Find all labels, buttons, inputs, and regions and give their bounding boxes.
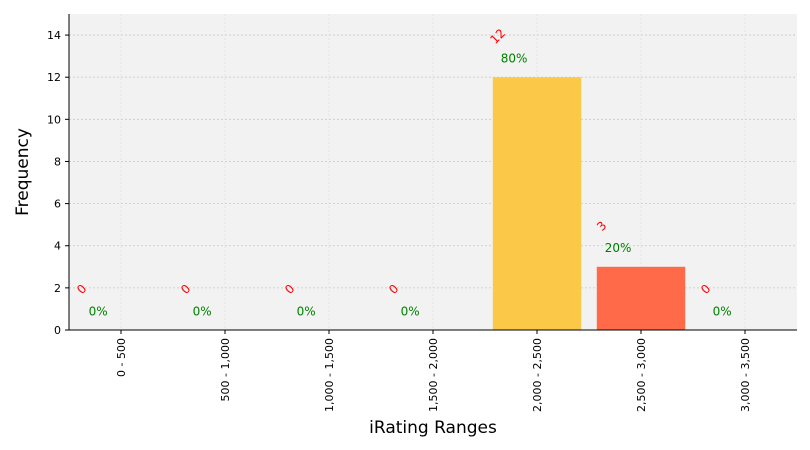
bar-6 — [596, 266, 686, 330]
percent-label-7: 0% — [713, 304, 732, 318]
percent-label-5: 80% — [501, 51, 528, 65]
percent-label-6: 20% — [605, 241, 632, 255]
y-tick-label: 6 — [54, 198, 61, 211]
x-tick-label: 3,000 - 3,500 — [739, 338, 752, 412]
percent-label-3: 0% — [297, 304, 316, 318]
y-axis-ticks: 0 2 4 6 8 10 12 14 — [47, 29, 69, 337]
y-tick-label: 14 — [47, 29, 61, 42]
x-axis-title: iRating Ranges — [369, 418, 497, 438]
y-tick-label: 0 — [54, 324, 61, 337]
percent-label-1: 0% — [89, 304, 108, 318]
y-tick-label: 4 — [54, 240, 61, 253]
x-axis-ticks: 0 - 500 500 - 1,000 1,000 - 1,500 1,500 - 2… — [115, 330, 752, 412]
y-tick-label: 2 — [54, 282, 61, 295]
x-tick-label: 0 - 500 — [115, 338, 128, 377]
percent-label-4: 0% — [401, 304, 420, 318]
y-axis-title: Frequency — [13, 128, 33, 216]
y-tick-label: 10 — [47, 113, 61, 126]
y-tick-label: 12 — [47, 71, 61, 84]
x-tick-label: 2,000 - 2,500 — [531, 338, 544, 412]
y-tick-label: 8 — [54, 155, 61, 168]
x-tick-label: 1,000 - 1,500 — [323, 338, 336, 412]
x-tick-label: 1,500 - 2,000 — [427, 338, 440, 412]
x-tick-label: 500 - 1,000 — [219, 338, 232, 401]
bars — [492, 77, 686, 330]
bar-5 — [492, 77, 582, 330]
percent-label-2: 0% — [193, 304, 212, 318]
x-tick-label: 2,500 - 3,000 — [635, 338, 648, 412]
